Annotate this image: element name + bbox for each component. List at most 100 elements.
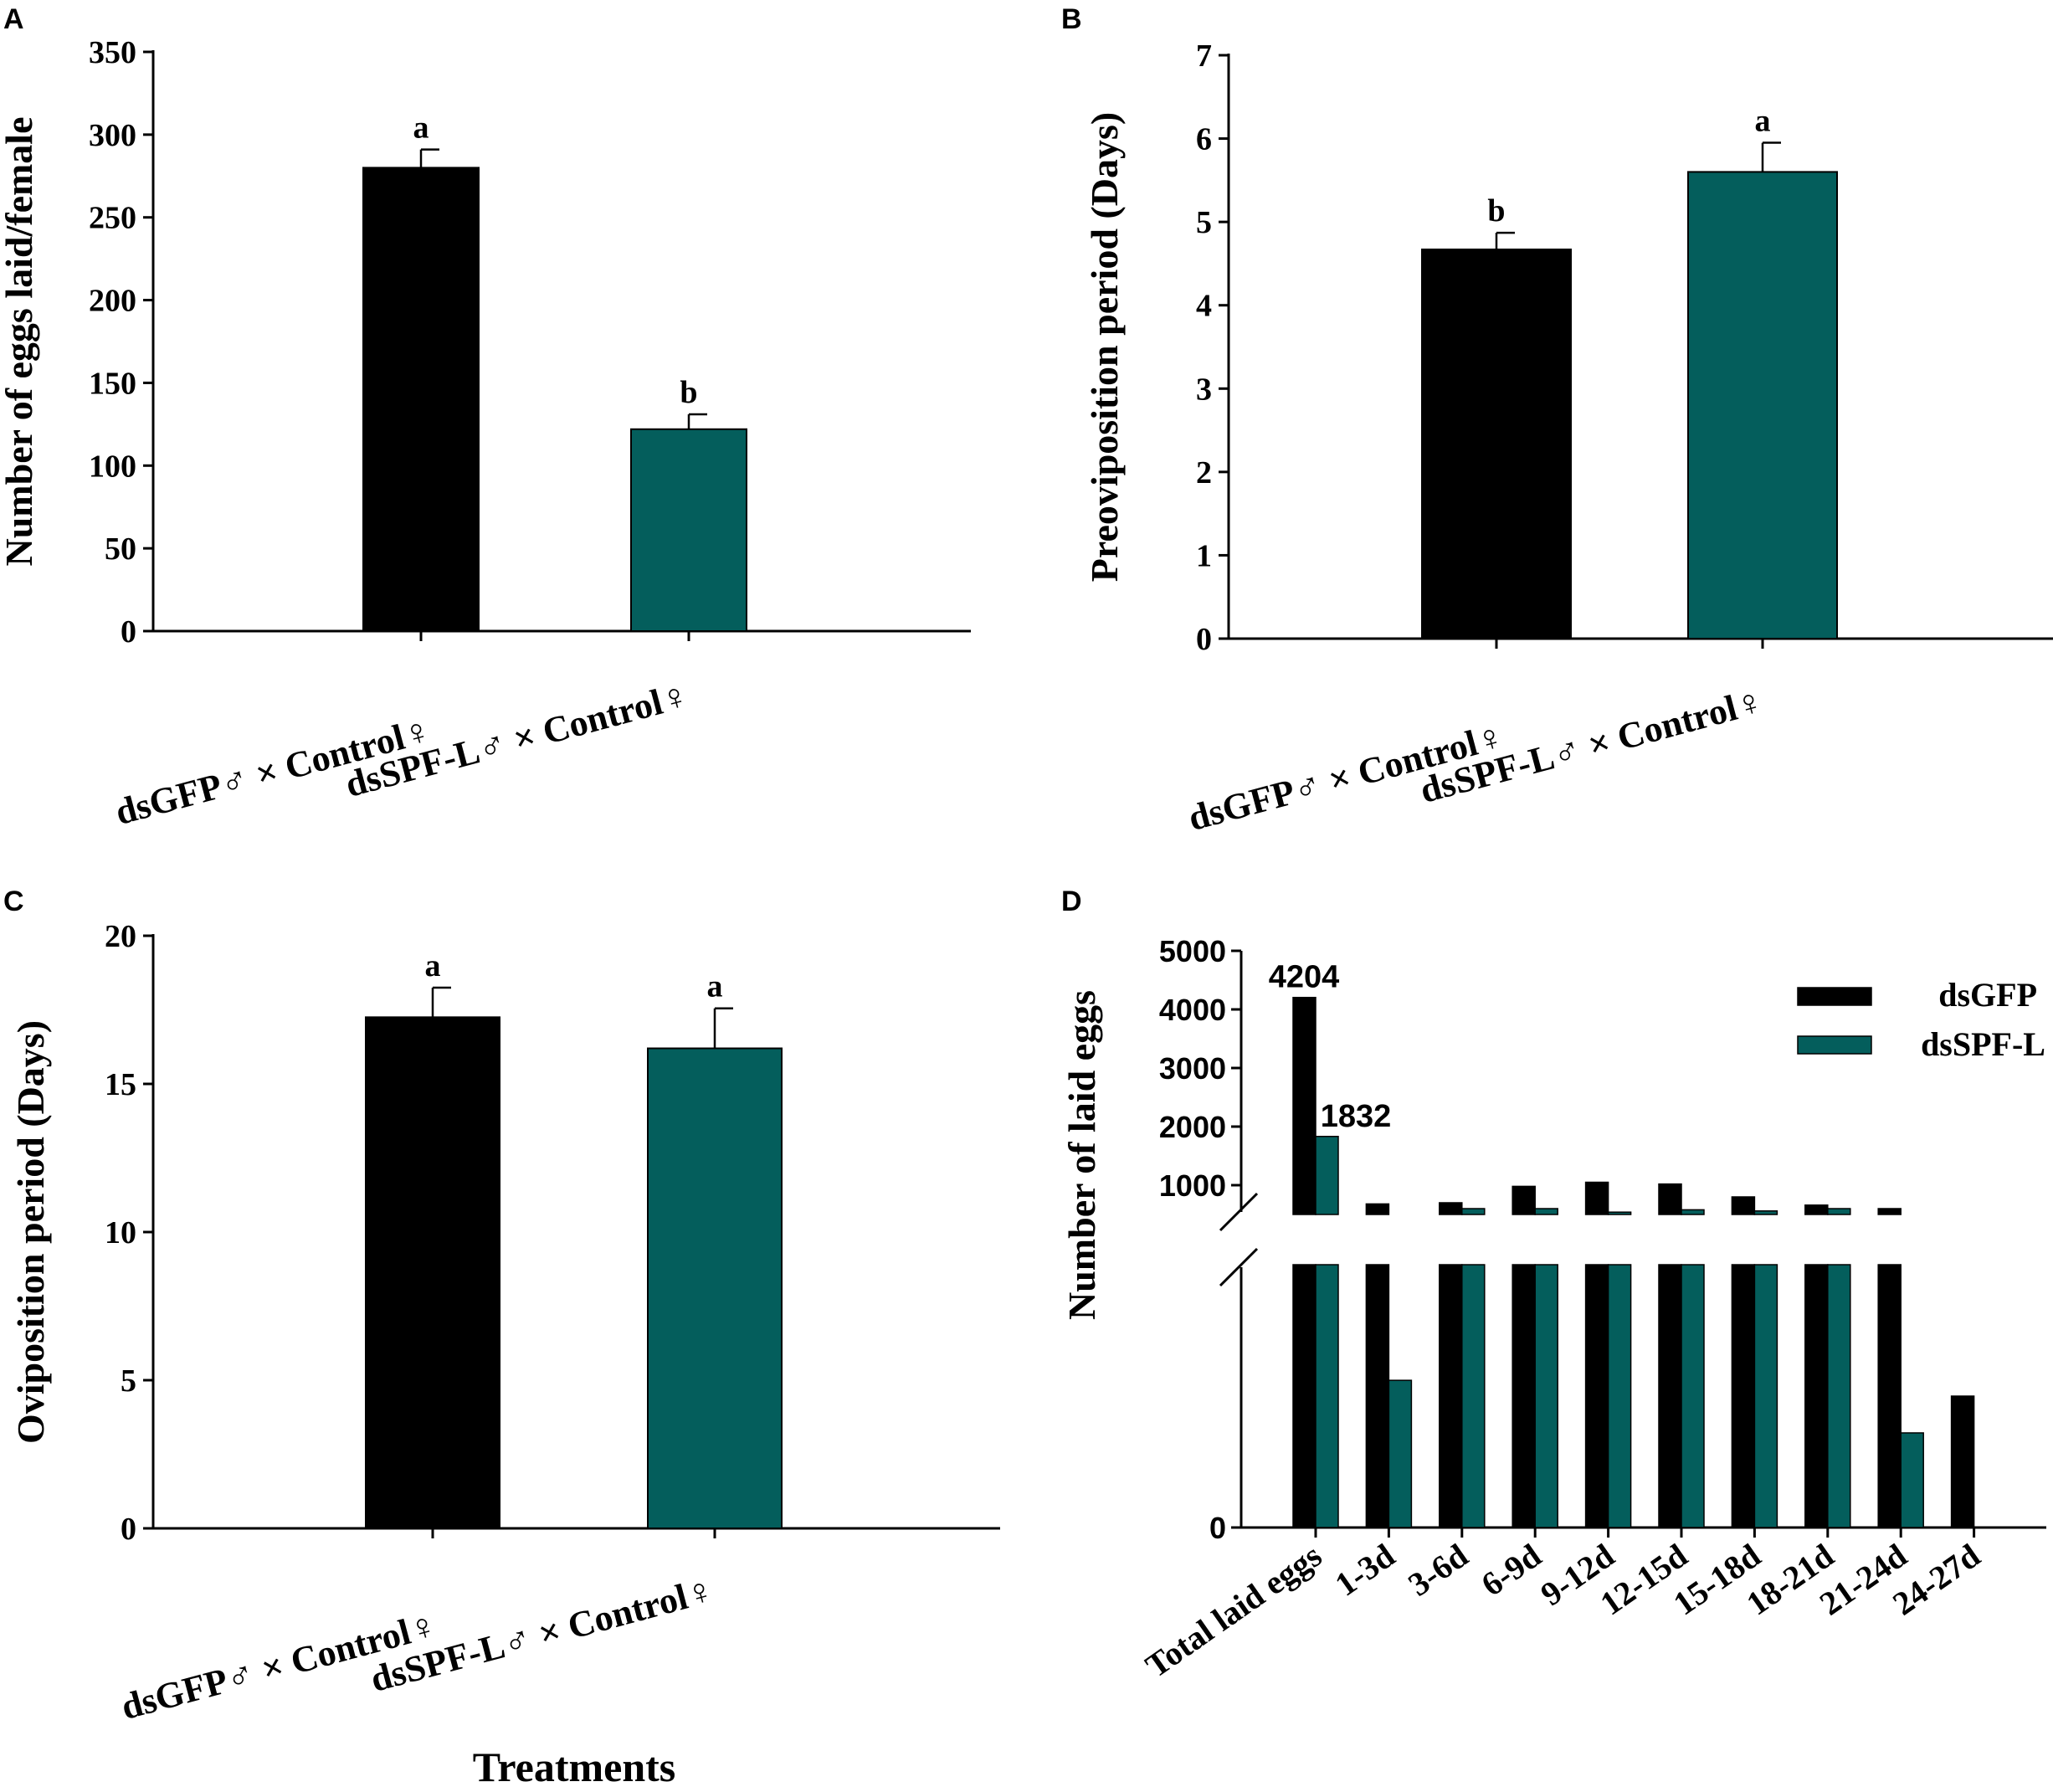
- bar-dsGFP-0-upper: [1292, 996, 1316, 1215]
- legend-label-dsgfp: dsGFP: [1938, 976, 2037, 1014]
- x-tick-label-1: 1-3d: [1328, 1537, 1402, 1604]
- axis-break-mark: [1219, 1247, 1259, 1287]
- y-tick-label: 100: [89, 449, 136, 484]
- bar-dsSPF-L-8: [1900, 1432, 1924, 1528]
- bar-dsSPF-L-3-upper: [1534, 1208, 1558, 1215]
- bar-0: [365, 1016, 500, 1529]
- y-tick-label: 2000: [1159, 1110, 1226, 1144]
- bar-dsGFP-5-upper: [1658, 1183, 1682, 1215]
- bar-dsSPF-L-1: [1388, 1379, 1413, 1528]
- y-tick-label: 5: [1196, 205, 1212, 240]
- y-tick-label: 4: [1196, 289, 1212, 324]
- value-label-dsgfp-total: 4204: [1269, 960, 1340, 995]
- y-tick-label: 0: [1209, 1511, 1226, 1545]
- bar-dsGFP-1-lower: [1365, 1264, 1390, 1528]
- bar-dsSPF-L-6-lower: [1753, 1264, 1778, 1528]
- y-tick-label: 0: [121, 1512, 136, 1547]
- panel-a-chart: 0 50 100 150 200 250 300 350 Number of eggs laid…: [0, 35, 971, 833]
- bar-dsSPF-L-0-lower: [1315, 1264, 1339, 1528]
- y-tick-label: 0: [121, 614, 136, 650]
- bar-dsGFP-3-lower: [1512, 1264, 1536, 1528]
- y-axis-title: Number of eggs laid/female: [0, 116, 40, 566]
- panel-label-a: A: [3, 3, 24, 35]
- bar-1: [647, 1047, 783, 1529]
- significance-letter-0: a: [413, 110, 429, 146]
- panel-label-b: B: [1061, 3, 1082, 35]
- y-axis-title: Preoviposition period (Days): [1083, 112, 1126, 582]
- y-tick-label: 350: [89, 35, 136, 70]
- y-axis-title: Number of laid eggs: [1060, 990, 1103, 1320]
- y-tick-label: 1000: [1159, 1168, 1226, 1203]
- bar-1: [1687, 171, 1838, 639]
- bar-0: [1421, 249, 1572, 639]
- bar-dsGFP-0-lower: [1292, 1264, 1316, 1528]
- x-tick-label-3: 6-9d: [1475, 1537, 1548, 1604]
- bar-dsSPF-L-0-upper: [1315, 1136, 1339, 1215]
- bar-dsGFP-6-upper: [1731, 1196, 1756, 1215]
- significance-letter-1: a: [707, 969, 723, 1004]
- bar-dsSPF-L-7-lower: [1827, 1264, 1851, 1528]
- y-tick-label: 0: [1196, 622, 1212, 657]
- bar-dsSPF-L-5-upper: [1681, 1209, 1705, 1215]
- bar-dsSPF-L-4-upper: [1607, 1211, 1632, 1215]
- x-axis-title-treatments: Treatments: [473, 1743, 676, 1790]
- bar-0: [362, 167, 480, 632]
- x-tick-label-2: 3-6d: [1401, 1537, 1475, 1604]
- bar-dsSPF-L-3-lower: [1534, 1264, 1558, 1528]
- y-tick-label: 20: [105, 919, 136, 954]
- bar-dsSPF-L-4-lower: [1607, 1264, 1632, 1528]
- y-axis-title: Oviposition period (Days): [9, 1020, 52, 1444]
- significance-letter-0: b: [1487, 193, 1505, 228]
- legend-label-dsspf: dsSPF-L: [1921, 1025, 2045, 1063]
- y-tick-label: 1: [1196, 538, 1212, 573]
- bar-dsGFP-7-lower: [1804, 1264, 1829, 1528]
- bar-dsGFP-3-upper: [1512, 1185, 1536, 1215]
- significance-letter-1: a: [1755, 104, 1771, 139]
- panel-label-c: C: [3, 886, 24, 917]
- bar-dsGFP-7-upper: [1804, 1204, 1829, 1215]
- significance-letter-0: a: [425, 948, 441, 983]
- x-tick-label-0: Total laid eggs: [1138, 1537, 1328, 1686]
- panel-d-chart: 1000 2000 3000 4000 5000 0 Number of laid eggs…: [1060, 934, 2046, 1685]
- bar-dsGFP-6-lower: [1731, 1264, 1756, 1528]
- bar-1: [630, 428, 747, 632]
- bar-dsSPF-L-7-upper: [1827, 1208, 1851, 1215]
- bar-dsSPF-L-6-upper: [1753, 1210, 1778, 1215]
- y-tick-label: 250: [89, 201, 136, 236]
- bar-dsGFP-5-lower: [1658, 1264, 1682, 1528]
- significance-letter-1: b: [680, 375, 697, 410]
- axis-break-mark: [1219, 1192, 1259, 1232]
- bar-dsSPF-L-5-lower: [1681, 1264, 1705, 1528]
- y-tick-label: 300: [89, 118, 136, 153]
- y-tick-label: 2: [1196, 455, 1212, 490]
- bar-dsGFP-4-lower: [1584, 1264, 1609, 1528]
- panel-label-d: D: [1061, 886, 1082, 917]
- value-label-dsspf-total: 1832: [1321, 1099, 1392, 1134]
- y-tick-label: 6: [1196, 122, 1212, 157]
- y-tick-label: 150: [89, 366, 136, 401]
- bar-dsSPF-L-2-upper: [1461, 1208, 1486, 1215]
- bar-dsGFP-8-upper: [1877, 1208, 1902, 1215]
- y-tick-label: 3: [1196, 372, 1212, 407]
- bar-dsGFP-2-upper: [1439, 1202, 1463, 1215]
- y-tick-label: 15: [105, 1067, 136, 1102]
- y-tick-label: 50: [105, 531, 136, 567]
- legend-swatch-dsspf: [1797, 1035, 1872, 1055]
- y-tick-label: 10: [105, 1215, 136, 1250]
- y-tick-label: 200: [89, 284, 136, 319]
- y-tick-label: 7: [1196, 39, 1212, 74]
- bar-dsGFP-2-lower: [1439, 1264, 1463, 1528]
- legend-swatch-dsgfp: [1797, 987, 1872, 1006]
- bar-dsGFP-9: [1950, 1395, 1975, 1528]
- bar-dsGFP-4-upper: [1584, 1181, 1609, 1215]
- y-tick-label: 5000: [1159, 934, 1226, 968]
- y-tick-label: 4000: [1159, 993, 1226, 1027]
- bar-dsSPF-L-2-lower: [1461, 1264, 1486, 1528]
- bar-dsGFP-1-upper: [1365, 1203, 1390, 1215]
- bar-dsGFP-8-lower: [1877, 1264, 1902, 1528]
- y-tick-label: 5: [121, 1363, 136, 1399]
- y-tick-label: 3000: [1159, 1051, 1226, 1086]
